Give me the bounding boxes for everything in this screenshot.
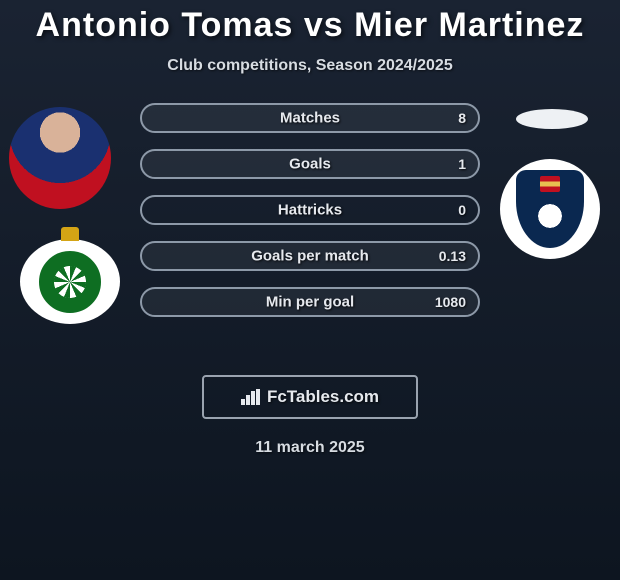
- club-left-crest: [20, 239, 120, 324]
- player-right-avatar: [516, 109, 588, 129]
- stat-value-right: 0: [458, 202, 466, 218]
- stat-label: Hattricks: [278, 202, 342, 219]
- stat-label: Goals: [289, 156, 331, 173]
- club-right-crest: [500, 159, 600, 259]
- brand-label: FcTables.com: [267, 387, 379, 407]
- player-left-avatar: [9, 107, 111, 209]
- stat-label: Min per goal: [266, 294, 354, 311]
- racing-santander-logo-icon: [39, 251, 101, 313]
- page-title: Antonio Tomas vs Mier Martinez: [0, 0, 620, 45]
- brand-badge[interactable]: FcTables.com: [202, 375, 418, 419]
- comparison-panel: Matches 8 Goals 1 Hattricks 0 Goals per match 0…: [0, 103, 620, 363]
- stat-row: Min per goal 1080: [140, 287, 480, 317]
- stat-row: Hattricks 0: [140, 195, 480, 225]
- stat-label: Matches: [280, 110, 340, 127]
- sd-huesca-logo-icon: [516, 170, 584, 248]
- stat-row: Matches 8: [140, 103, 480, 133]
- bar-chart-icon: [241, 389, 261, 405]
- stat-value-right: 1: [458, 156, 466, 172]
- date-label: 11 march 2025: [0, 439, 620, 457]
- stat-value-right: 8: [458, 110, 466, 126]
- stat-label: Goals per match: [251, 248, 369, 265]
- subtitle: Club competitions, Season 2024/2025: [0, 57, 620, 75]
- stat-row: Goals per match 0.13: [140, 241, 480, 271]
- stat-bars: Matches 8 Goals 1 Hattricks 0 Goals per match 0…: [140, 103, 480, 333]
- stat-value-right: 0.13: [439, 248, 466, 264]
- stat-row: Goals 1: [140, 149, 480, 179]
- stat-value-right: 1080: [435, 294, 466, 310]
